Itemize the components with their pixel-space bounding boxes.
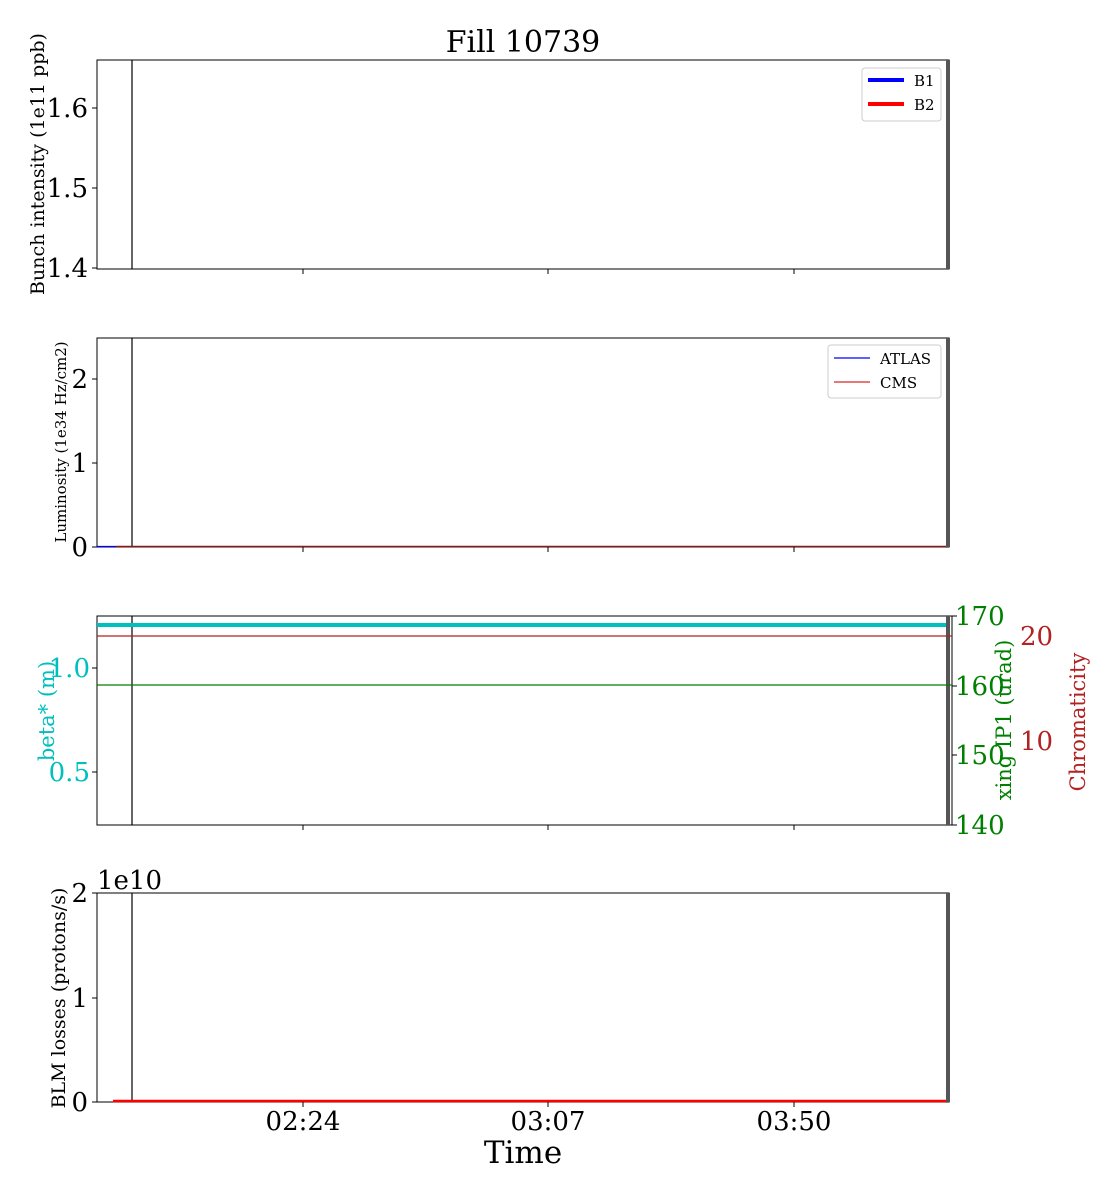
- y-tick-label: 1.5: [47, 174, 88, 204]
- panel-blm-losses: 02:24 03:07 03:50 Time 2 1 0 1e10 BLM lo…: [48, 866, 950, 1171]
- legend-label-cms: CMS: [880, 374, 917, 392]
- panel-bunch-intensity: 1.6 1.5 1.4 Bunch intensity (1e11 ppb) B…: [27, 33, 950, 295]
- y-tick-label: 0.5: [49, 758, 90, 788]
- y-axis-label: Luminosity (1e34 Hz/cm2): [52, 341, 70, 542]
- y-tick-label: 2: [71, 365, 88, 395]
- y-tick-label: 2: [71, 879, 88, 909]
- y-right-tick-label: 170: [955, 602, 1005, 632]
- y-axis-label: Bunch intensity (1e11 ppb): [27, 33, 49, 295]
- plot-frame: [96, 59, 950, 270]
- y-tick-label: 0: [71, 1088, 88, 1118]
- y-axis-label: BLM losses (protons/s): [48, 888, 70, 1109]
- y-tick-label: 0: [71, 533, 88, 563]
- right-edge-band: [946, 616, 950, 825]
- legend: ATLAS CMS: [827, 344, 942, 399]
- y-right-tick-label: 140: [955, 811, 1005, 841]
- panel-luminosity: 2 1 0 Luminosity (1e34 Hz/cm2) ATLAS CMS: [52, 337, 950, 563]
- x-axis-label: Time: [484, 1135, 562, 1171]
- y-offset-label: 1e10: [97, 866, 162, 896]
- y-right2-tick-label: 20: [1020, 622, 1053, 652]
- y-axis-label-left: beta* (m): [35, 661, 59, 761]
- y-tick-label: 1: [71, 984, 88, 1014]
- legend-label-b2: B2: [914, 96, 935, 114]
- y-axis-label-right2: Chromaticity: [1066, 653, 1090, 792]
- y-tick-label: 1: [71, 449, 88, 479]
- y-right2-tick-label: 10: [1020, 727, 1053, 757]
- x-tick-label: 03:07: [511, 1107, 586, 1137]
- x-tick-label: 02:24: [266, 1107, 341, 1137]
- y-tick-label: 1.0: [49, 654, 90, 684]
- right-edge-band: [946, 60, 950, 269]
- plot-frame: [96, 337, 950, 548]
- right-edge-band: [946, 893, 950, 1102]
- legend-label-b1: B1: [914, 72, 935, 90]
- legend: B1 B2: [861, 67, 942, 122]
- y-tick-label: 1.4: [47, 254, 88, 284]
- plot-frame: [96, 892, 950, 1103]
- legend-label-atlas: ATLAS: [879, 350, 931, 368]
- x-tick-label: 03:50: [757, 1107, 832, 1137]
- plot-frame: [96, 615, 953, 826]
- y-axis-label-right: xing IP1 (urad): [992, 640, 1016, 801]
- y-tick-label: 1.6: [47, 94, 88, 124]
- right-edge-band: [946, 338, 950, 547]
- y-right-tick-label: 160: [955, 672, 1005, 702]
- figure-title: Fill 10739: [446, 25, 601, 60]
- panel-optics: 1.0 0.5 beta* (m) 170 160 150 140 xing I…: [35, 602, 1090, 841]
- y-right-tick-label: 150: [955, 741, 1005, 771]
